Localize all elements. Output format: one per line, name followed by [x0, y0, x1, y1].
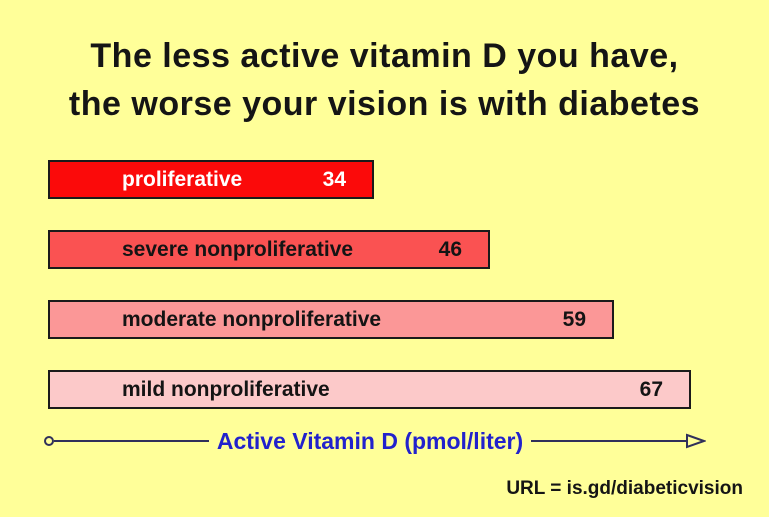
bar-category-label: severe nonproliferative	[122, 237, 354, 261]
chart-title-line1: The less active vitamin D you have,	[90, 37, 679, 75]
bar-category-label: proliferative	[122, 167, 243, 191]
bar-chart: proliferative 34 severe nonproliferative 46…	[48, 160, 691, 440]
x-axis: Active Vitamin D (pmol/liter)	[44, 427, 706, 454]
bar-proliferative: proliferative 34	[48, 160, 374, 199]
bar-value-label: 34	[322, 167, 346, 191]
bar-value-label: 67	[639, 377, 663, 401]
bar-value-label: 59	[562, 307, 586, 331]
axis-arrowhead-icon	[686, 433, 706, 449]
axis-origin-circle-icon	[44, 436, 54, 446]
bar-moderate-nonproliferative: moderate nonproliferative 59	[48, 300, 614, 339]
bar-value-label: 46	[438, 237, 462, 261]
axis-line-left	[54, 440, 209, 442]
axis-line-right	[531, 440, 686, 442]
source-url-text: URL = is.gd/diabeticvision	[506, 478, 743, 499]
bar-mild-nonproliferative: mild nonproliferative 67	[48, 370, 691, 409]
chart-title: The less active vitamin D you have, the …	[0, 32, 769, 128]
chart-title-line2: the worse your vision is with diabetes	[68, 85, 701, 123]
x-axis-label: Active Vitamin D (pmol/liter)	[216, 427, 524, 454]
bar-severe-nonproliferative: severe nonproliferative 46	[48, 230, 490, 269]
bar-category-label: mild nonproliferative	[122, 377, 330, 401]
bar-category-label: moderate nonproliferative	[122, 307, 382, 331]
